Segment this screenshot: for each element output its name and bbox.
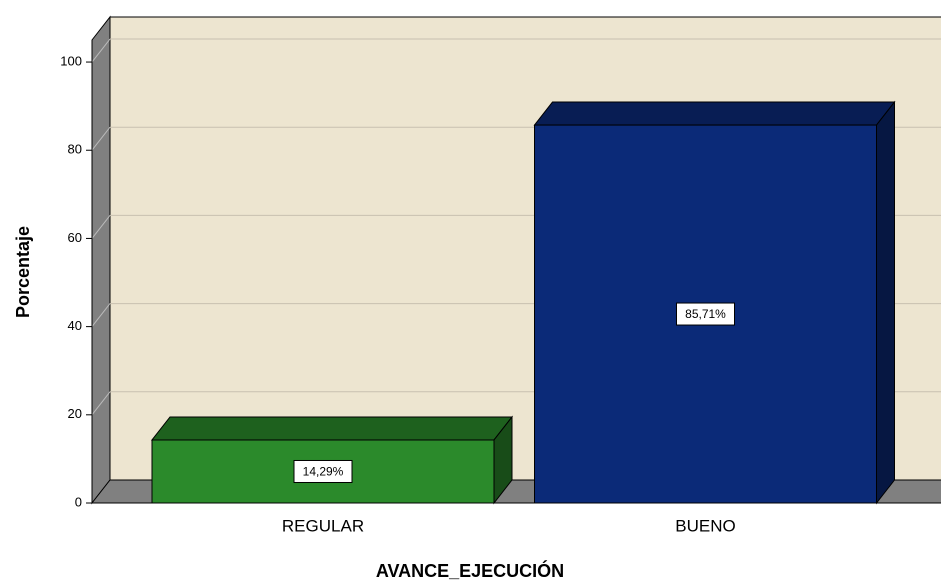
grid-line [91,391,111,416]
bar-top [150,416,514,441]
x-tick-label: REGULAR [282,516,364,535]
bar-top [533,101,896,126]
y-axis-title: Porcentaje [13,226,33,318]
left-wall [91,15,111,505]
y-tick-label: 0 [75,494,82,509]
bar-side [876,100,895,505]
grid-line [91,38,111,63]
value-label-box [293,459,353,483]
y-tick-label: 20 [68,406,82,421]
y-tick-label: 80 [68,142,82,157]
y-tick-label: 60 [68,230,82,245]
y-tick-label: 100 [60,53,82,68]
grid-line [91,126,111,151]
y-tick-label: 40 [68,318,82,333]
value-label-box [676,302,735,326]
value-label: 85,71% [685,307,726,321]
x-axis-title: AVANCE_EJECUCIÓN [376,560,564,581]
x-tick-label: BUENO [675,516,735,535]
grid-line [91,215,111,239]
value-label: 14,29% [303,465,344,479]
grid-line [91,303,111,327]
